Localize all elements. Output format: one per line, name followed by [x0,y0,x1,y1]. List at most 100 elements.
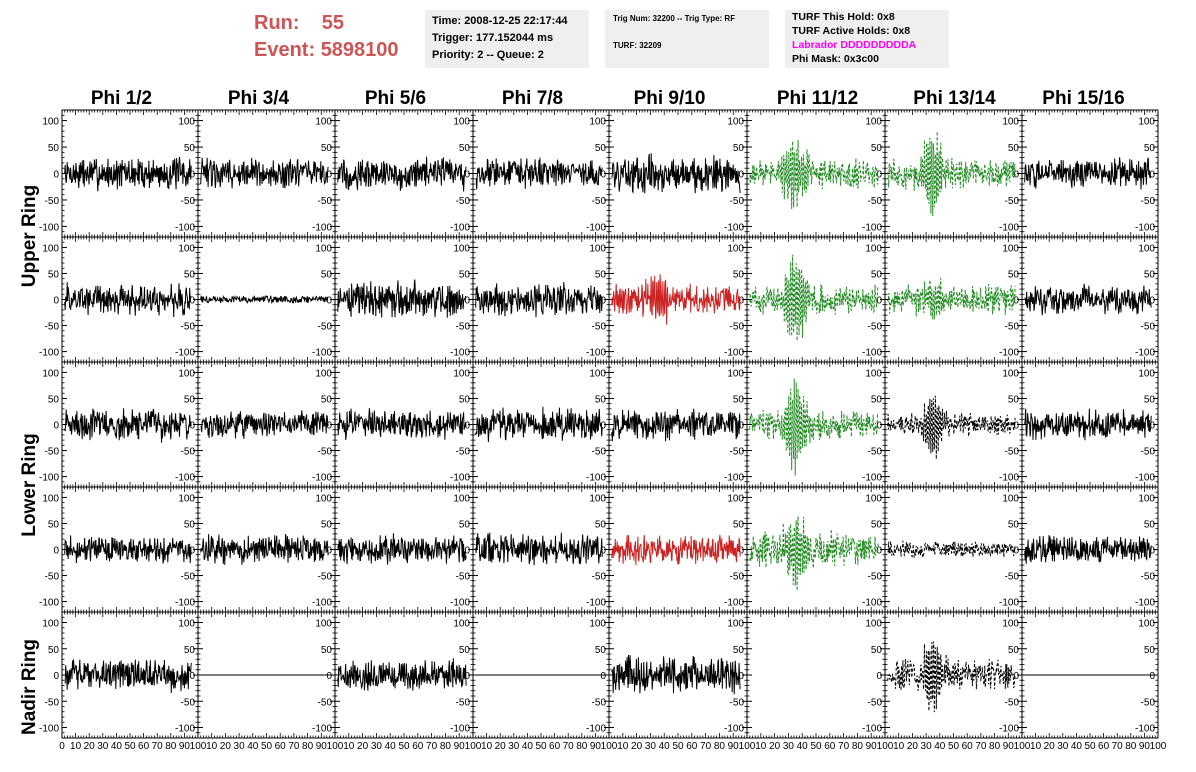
y-tick-label: 0 [1013,296,1019,307]
y-tick-label: 50 [48,269,60,280]
waveform-trace [475,532,603,566]
y-tick-label: -100 [175,348,195,359]
waveform-trace [887,277,1016,320]
y-tick-label: -50 [1005,196,1020,207]
y-tick-label: 0 [326,170,332,181]
y-tick-label: -100 [39,348,59,359]
y-tick-label: 50 [321,143,333,154]
y-tick-label: 100 [453,117,470,128]
waveform-trace [200,410,329,439]
y-tick-label: -100 [175,598,195,609]
y-tick-label: -100 [312,473,332,484]
event-label-text: Event: [254,39,316,61]
y-tick-label: -50 [456,447,471,458]
y-tick-label: -100 [312,598,332,609]
y-tick-label: -100 [175,473,195,484]
y-tick-label: 100 [315,368,332,379]
y-tick-label: 100 [727,117,744,128]
run-value: 55 [321,12,345,34]
y-tick-label: -50 [730,322,745,333]
y-tick-label: -50 [868,572,883,583]
waveform-trace [887,395,1016,460]
y-tick-label: 0 [53,170,59,181]
phi-mask-line: Phi Mask: 0x3c00 [792,53,879,65]
waveform-trace [337,533,467,565]
y-tick-label: -100 [586,598,606,609]
y-tick-label: 50 [459,519,471,530]
turf-this-hold-line: TURF This Hold: 0x8 [792,11,895,23]
y-tick-label: 100 [1138,117,1155,128]
y-tick-label: 0 [326,546,332,557]
waveform-trace [475,157,603,190]
y-tick-label: 50 [733,394,745,405]
y-tick-label: -50 [318,196,333,207]
y-tick-label: 0 [53,546,59,557]
y-tick-label: -100 [999,222,1019,233]
y-tick-label: 0 [189,170,195,181]
y-tick-label: -100 [175,222,195,233]
y-tick-label: 0 [1149,546,1155,557]
y-tick-label: 50 [184,269,196,280]
y-tick-label: -100 [450,222,470,233]
y-tick-label: -50 [868,322,883,333]
y-tick-label: 0 [1149,421,1155,432]
y-tick-label: -100 [862,222,882,233]
y-tick-label: -100 [724,473,744,484]
y-tick-label: 50 [459,269,471,280]
y-tick-label: 100 [727,243,744,254]
y-tick-label: 50 [1144,519,1156,530]
y-tick-label: -100 [724,222,744,233]
y-tick-label: 50 [184,394,196,405]
waveform-trace [749,140,879,210]
y-tick-label: 0 [738,170,744,181]
y-tick-label: 0 [189,296,195,307]
y-tick-label: -100 [999,598,1019,609]
y-tick-label: 100 [42,368,59,379]
y-tick-label: 0 [1149,170,1155,181]
y-tick-label: -100 [39,222,59,233]
y-tick-label: 0 [876,546,882,557]
y-tick-label: 0 [738,546,744,557]
y-tick-label: 50 [871,394,883,405]
turf-info-box: TURF This Hold: 0x8 TURF Active Holds: 0… [785,10,949,68]
y-tick-label: 0 [189,421,195,432]
y-tick-label: 100 [178,117,195,128]
y-tick-label: 0 [326,296,332,307]
y-tick-label: 100 [589,368,606,379]
waveform-trace [1024,408,1152,441]
y-tick-label: 100 [315,117,332,128]
y-tick-label: 50 [184,519,196,530]
y-tick-label: 100 [1002,117,1019,128]
trigger-info-box: Trig Num: 32200 -- Trig Type: RF TURF: 3… [605,10,769,68]
y-tick-label: -50 [730,447,745,458]
y-tick-label: 0 [876,170,882,181]
y-tick-label: 50 [321,394,333,405]
y-tick-label: 100 [42,117,59,128]
y-tick-label: 50 [48,394,60,405]
waveform-trace [200,533,329,565]
y-tick-label: -100 [1135,598,1155,609]
y-tick-label: 0 [738,296,744,307]
y-tick-label: 100 [453,493,470,504]
y-tick-label: -50 [181,447,196,458]
waveform-trace [64,408,192,443]
y-tick-label: 0 [464,296,470,307]
y-tick-label: -100 [862,348,882,359]
y-tick-label: 100 [1002,243,1019,254]
event-label: Event: 5898100 [254,37,399,63]
waveform-trace [611,153,741,194]
y-tick-label: -50 [318,447,333,458]
column-header-6: Phi 11/12 [776,88,859,109]
y-tick-label: -50 [592,196,607,207]
y-tick-label: 100 [589,117,606,128]
y-tick-label: -100 [450,348,470,359]
event-value: 5898100 [320,39,399,61]
waveform-trace [64,282,192,318]
y-tick-label: -50 [592,322,607,333]
y-tick-label: 100 [453,243,470,254]
y-tick-label: 100 [589,243,606,254]
trig-num-line: Trig Num: 32200 -- Trig Type: RF [613,14,736,23]
waveform-trace [1024,283,1152,316]
y-tick-label: -50 [730,196,745,207]
y-tick-label: 100 [1002,368,1019,379]
